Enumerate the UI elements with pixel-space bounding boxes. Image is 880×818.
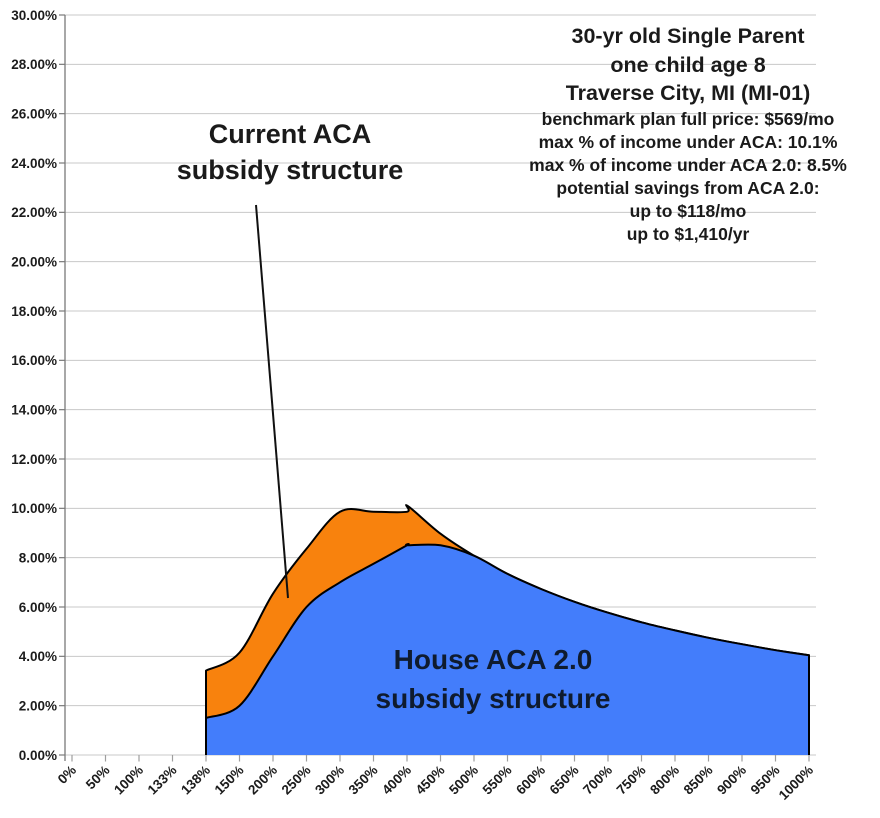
y-axis-label: 6.00% xyxy=(19,600,57,615)
x-axis-label: 600% xyxy=(513,763,548,798)
annotation-header-line: Traverse City, MI (MI-01) xyxy=(565,81,811,105)
house-aca-area xyxy=(206,543,809,755)
x-axis-label: 200% xyxy=(245,763,280,798)
annotation-detail-line: max % of income under ACA: 10.1% xyxy=(538,131,838,152)
y-axis-label: 26.00% xyxy=(11,106,57,121)
x-axis-label: 400% xyxy=(379,763,414,798)
y-axis-label: 24.00% xyxy=(11,156,57,171)
y-axis-label: 22.00% xyxy=(11,205,57,220)
x-axis-label: 800% xyxy=(647,763,682,798)
y-axis-label: 4.00% xyxy=(19,649,57,664)
x-axis-label: 250% xyxy=(279,763,314,798)
x-axis-label: 150% xyxy=(212,763,247,798)
x-axis-label: 50% xyxy=(83,763,113,793)
annotation-header-line: 30-yr old Single Parent xyxy=(571,24,805,48)
y-axis-label: 10.00% xyxy=(11,501,57,516)
x-axis-label: 450% xyxy=(413,763,448,798)
x-axis-label: 133% xyxy=(145,763,180,798)
x-axis-label: 850% xyxy=(681,763,716,798)
annotation-detail-line: potential savings from ACA 2.0: xyxy=(556,177,820,198)
house-aca-border xyxy=(205,542,810,755)
x-axis-label: 350% xyxy=(346,763,381,798)
x-axis-label: 500% xyxy=(446,763,481,798)
case-annotation: 30-yr old Single Parent one child age 8 … xyxy=(500,22,876,246)
y-axis-label: 28.00% xyxy=(11,57,57,72)
x-axis-label: 100% xyxy=(111,763,146,798)
current-aca-series-label: Current ACA subsidy structure xyxy=(130,116,450,188)
x-axis-label: 900% xyxy=(714,763,749,798)
annotation-detail-line: up to $118/mo xyxy=(629,200,747,221)
house-aca-series-label-line2: subsidy structure xyxy=(375,683,611,714)
current-aca-series-label-line2: subsidy structure xyxy=(176,155,404,185)
y-axis-label: 2.00% xyxy=(19,698,57,713)
y-axis-label: 8.00% xyxy=(19,550,57,565)
x-axis-label: 300% xyxy=(312,763,347,798)
y-axis-label: 30.00% xyxy=(11,8,57,23)
house-aca-series-label: House ACA 2.0 subsidy structure xyxy=(338,640,648,718)
x-axis-label: 750% xyxy=(614,763,649,798)
x-axis-label: 650% xyxy=(547,763,582,798)
current-aca-pointer-line xyxy=(255,204,289,599)
y-axis-label: 12.00% xyxy=(11,452,57,467)
annotation-detail-line: benchmark plan full price: $569/mo xyxy=(541,108,835,129)
y-axis-label: 20.00% xyxy=(11,254,57,269)
y-axis-label: 14.00% xyxy=(11,402,57,417)
annotation-detail-line: max % of income under ACA 2.0: 8.5% xyxy=(529,154,847,175)
x-axis-label: 1000% xyxy=(776,763,816,803)
y-axis-label: 0.00% xyxy=(19,748,57,763)
x-axis-label: 700% xyxy=(580,763,615,798)
x-axis-label: 0% xyxy=(55,763,79,787)
x-axis-label: 138% xyxy=(178,763,213,798)
annotation-header-line: one child age 8 xyxy=(610,52,766,77)
current-aca-series-label-line1: Current ACA xyxy=(208,119,372,149)
y-axis-label: 16.00% xyxy=(11,353,57,368)
annotation-detail-line: up to $1,410/yr xyxy=(626,223,750,244)
x-axis-label: 550% xyxy=(480,763,515,798)
y-axis-label: 18.00% xyxy=(11,304,57,319)
house-aca-series-label-line1: House ACA 2.0 xyxy=(393,644,593,675)
